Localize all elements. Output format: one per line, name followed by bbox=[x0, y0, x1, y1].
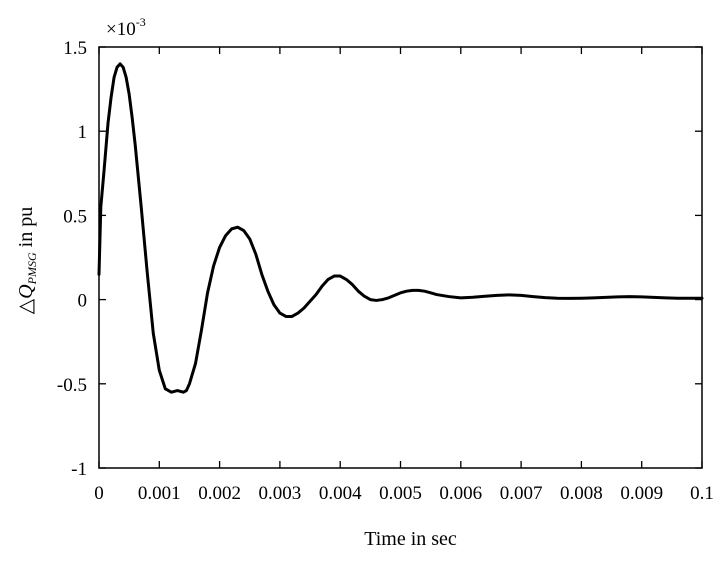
y-label-symbol: Q bbox=[15, 284, 37, 299]
x-tick-label: 0 bbox=[94, 483, 104, 504]
y-scale-base: ×10 bbox=[106, 19, 136, 40]
y-tick-label: 0.5 bbox=[63, 206, 87, 227]
plot-frame bbox=[98, 46, 703, 469]
x-tick-label: 0.009 bbox=[620, 483, 663, 504]
y-tick-label: -0.5 bbox=[57, 375, 87, 396]
y-tick-label: 1 bbox=[78, 122, 88, 143]
x-tick-label: 0.006 bbox=[439, 483, 482, 504]
x-tick-label: 0.003 bbox=[259, 483, 302, 504]
axes bbox=[98, 46, 703, 469]
x-axis-ticks: 0 0.001 0.002 0.003 0.004 0.005 0.006 0.007 0.00… bbox=[94, 47, 714, 504]
x-tick-label: 0.002 bbox=[198, 483, 241, 504]
y-scale-exponent: -3 bbox=[136, 15, 146, 29]
x-tick-label: 0.004 bbox=[319, 483, 362, 504]
series-group bbox=[97, 62, 704, 394]
y-tick-label: 0 bbox=[78, 291, 88, 312]
y-axis-label: △QPMSG in pu bbox=[15, 207, 39, 314]
x-axis-label: Time in sec bbox=[364, 528, 457, 550]
svg-text:△QPMSG in pu: △QPMSG in pu bbox=[15, 207, 39, 314]
x-tick-label: 0.001 bbox=[138, 483, 181, 504]
y-tick-label: 1.5 bbox=[63, 38, 87, 59]
x-tick-label: 0.007 bbox=[500, 483, 543, 504]
y-label-prefix: △ bbox=[15, 298, 37, 314]
series-line bbox=[97, 62, 704, 394]
y-scale-multiplier: ×10-3 bbox=[106, 15, 146, 40]
y-axis-ticks: -1 -0.5 0 0.5 1 1.5 bbox=[57, 38, 702, 480]
y-label-suffix: in pu bbox=[15, 207, 37, 253]
x-tick-label: 0.005 bbox=[379, 483, 422, 504]
x-tick-label: 0.008 bbox=[560, 483, 603, 504]
y-label-subscript: PMSG bbox=[25, 252, 39, 285]
y-tick-label: -1 bbox=[71, 459, 87, 480]
x-tick-label: 0.1 bbox=[690, 483, 714, 504]
